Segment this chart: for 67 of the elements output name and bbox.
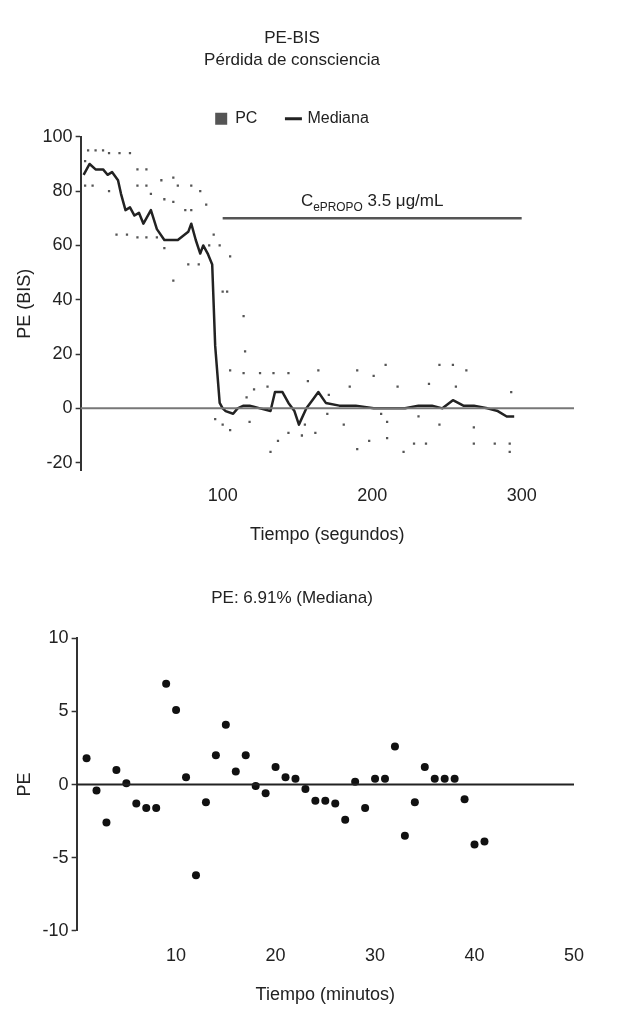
point xyxy=(182,773,191,782)
point xyxy=(450,774,459,783)
y-axis-title: PE xyxy=(13,772,34,797)
point xyxy=(460,795,469,804)
x-tick-label: 300 xyxy=(506,484,537,505)
y-tick-label: 0 xyxy=(58,773,69,794)
x-tick-label: 100 xyxy=(207,484,238,505)
y-tick-label: -5 xyxy=(52,846,69,867)
x-tick-label: 20 xyxy=(265,944,286,965)
point xyxy=(390,742,399,751)
y-tick-label: 20 xyxy=(52,343,73,363)
y-tick-label: -10 xyxy=(42,919,69,940)
y-tick-label: 80 xyxy=(52,180,73,201)
point xyxy=(410,798,419,807)
y-tick-label: 5 xyxy=(58,700,69,721)
point xyxy=(162,679,171,688)
chart-title: PE: 6.91% (Mediana) xyxy=(211,587,373,607)
x-axis-title: Tiempo (minutos) xyxy=(255,984,395,1005)
point xyxy=(152,803,161,812)
y-tick-label: 100 xyxy=(42,125,73,146)
y-tick-label: 10 xyxy=(48,627,69,648)
point xyxy=(301,784,310,793)
point xyxy=(430,774,439,783)
x-tick-label: 30 xyxy=(365,944,386,965)
point xyxy=(112,765,121,774)
point xyxy=(420,763,429,772)
y-tick-label: 40 xyxy=(52,288,73,309)
point xyxy=(191,871,200,880)
y-tick-label: 60 xyxy=(52,234,73,255)
point xyxy=(341,815,350,824)
point xyxy=(440,774,449,783)
point xyxy=(321,796,330,805)
point xyxy=(132,799,141,808)
point xyxy=(281,773,290,782)
x-axis-title: Tiempo (segundos) xyxy=(250,524,405,545)
point xyxy=(480,837,489,846)
point xyxy=(92,786,101,795)
point xyxy=(291,774,300,783)
y-tick-label: 0 xyxy=(62,397,73,418)
point xyxy=(400,831,409,840)
y-axis-title: PE (BIS) xyxy=(13,268,34,339)
point xyxy=(331,799,340,808)
chart-title: PE-BIS xyxy=(264,27,320,47)
point xyxy=(201,798,210,807)
x-tick-label: 50 xyxy=(563,944,585,965)
point xyxy=(142,803,151,812)
legend-label: PC xyxy=(235,109,258,127)
x-tick-label: 10 xyxy=(166,944,187,965)
point xyxy=(470,840,479,849)
point xyxy=(311,796,320,805)
point xyxy=(371,774,380,783)
chart-subtitle: Pérdida de consciencia xyxy=(204,50,381,70)
point xyxy=(261,789,270,798)
point xyxy=(361,803,370,812)
point xyxy=(211,751,220,760)
legend-label: Mediana xyxy=(307,109,369,127)
point xyxy=(172,706,181,715)
point xyxy=(231,767,240,776)
point xyxy=(82,754,91,763)
point xyxy=(102,818,111,827)
point xyxy=(241,751,250,760)
y-tick-label: -20 xyxy=(46,451,73,472)
point xyxy=(221,720,230,729)
x-tick-label: 200 xyxy=(357,484,388,505)
x-tick-label: 40 xyxy=(464,944,485,965)
point xyxy=(271,763,280,772)
point xyxy=(380,774,389,783)
